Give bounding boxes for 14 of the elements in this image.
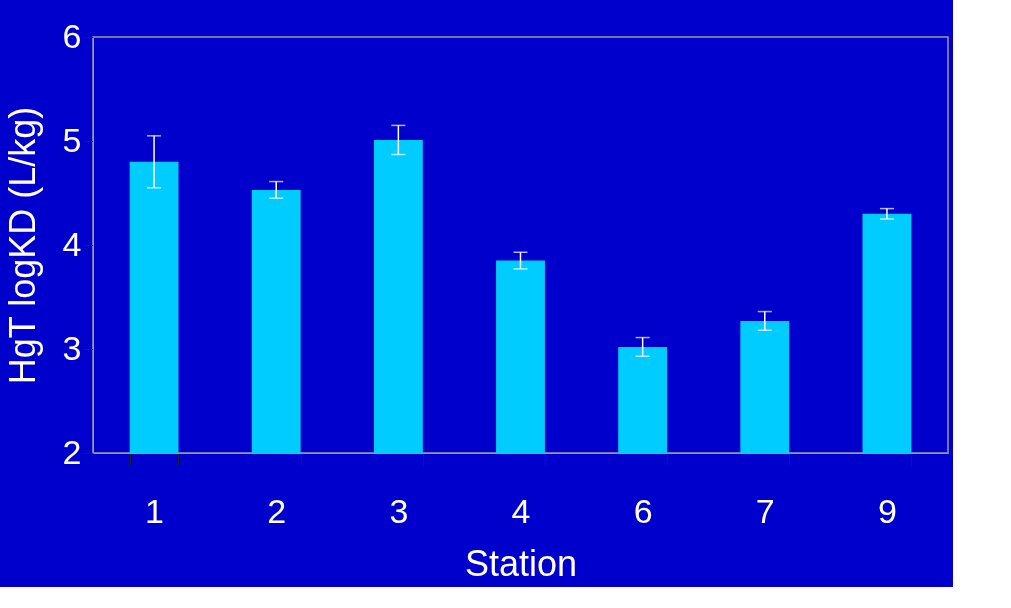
y-tick-label: 3 — [62, 328, 82, 367]
x-tick-label: 6 — [633, 491, 653, 530]
x-tick-label: 7 — [755, 491, 775, 530]
y-tick-label: 4 — [62, 224, 82, 263]
x-axis-title: Station — [464, 542, 578, 584]
x-tick-label: 4 — [511, 491, 531, 530]
x-tick-label: 2 — [267, 491, 287, 530]
y-axis-title: HgT logKD (L/kg) — [1, 106, 43, 385]
x-tick-label: 3 — [389, 491, 409, 530]
x-tick-label: 9 — [877, 491, 897, 530]
y-tick-label: 2 — [62, 432, 82, 471]
x-tick-label: 1 — [145, 491, 165, 530]
y-tick-label: 6 — [62, 16, 82, 55]
y-tick-label: 5 — [62, 120, 82, 159]
